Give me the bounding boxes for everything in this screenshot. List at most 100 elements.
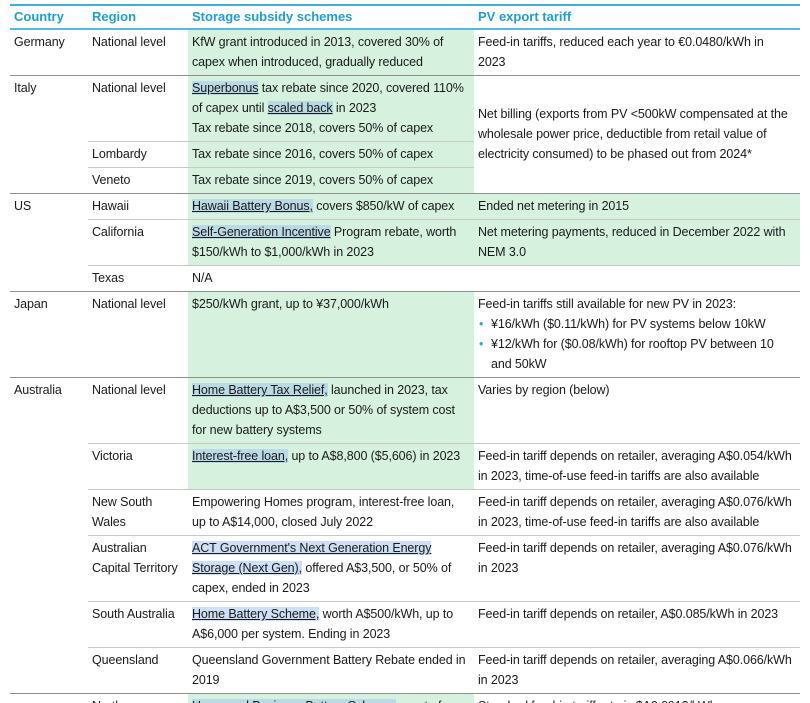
storage-paragraph: Interest-free loan, up to A$8,800 ($5,60… — [192, 449, 461, 463]
region-cell: Veneto — [88, 167, 188, 194]
pv-paragraph: Feed-in tariff depends on retailer, aver… — [478, 495, 792, 529]
country-cell: US — [10, 193, 88, 292]
region-cell: Australian Capital Territory — [88, 535, 188, 602]
region-cell: Texas — [88, 265, 188, 292]
col-header-storage-label: Storage subsidy schemes — [192, 9, 353, 24]
country-cell: Italy — [10, 75, 88, 194]
table-row: Lombardy Tax rebate since 2016, covers 50… — [10, 141, 800, 168]
region-cell: California — [88, 219, 188, 266]
bullet-icon: • — [479, 337, 484, 351]
table-row: Queensland Queensland Government Battery … — [10, 647, 800, 694]
bullet-item: • ¥12/kWh for ($0.08/kWh) for rooftop PV … — [478, 334, 794, 374]
subsidy-link[interactable]: Hawaii Battery Bonus, — [192, 199, 313, 213]
pv-cell: Varies by region (below) — [474, 377, 800, 444]
country-cell: Germany — [10, 28, 88, 76]
storage-cell: Superbonus tax rebate since 2020, covere… — [188, 75, 474, 142]
bullet-icon: • — [479, 317, 484, 331]
region-cell: National level — [88, 28, 188, 76]
region-cell: Queensland — [88, 647, 188, 694]
table-row: Australian Capital Territory ACT Governme… — [10, 535, 800, 602]
storage-cell: Home and Business Battery Scheme, grant … — [188, 693, 474, 703]
region-cell: South Australia — [88, 601, 188, 648]
pv-paragraph: Feed-in tariff depends on retailer, aver… — [478, 449, 792, 483]
country-cell: Japan — [10, 291, 88, 378]
pv-cell: Net metering payments, reduced in Decemb… — [474, 219, 800, 266]
col-header-storage: Storage subsidy schemes — [188, 5, 474, 30]
table-row: Victoria Interest-free loan, up to A$8,80… — [10, 443, 800, 490]
pv-cell: Feed-in tariff depends on retailer, A$0.… — [474, 601, 800, 648]
region-cell: National level — [88, 291, 188, 378]
storage-cell: Self-Generation Incentive Program rebate… — [188, 219, 474, 266]
table-header: Country Region Storage subsidy schemes P… — [10, 5, 800, 30]
pv-paragraph: Net metering payments, reduced in Decemb… — [478, 225, 786, 259]
storage-cell: KfW grant introduced in 2013, covered 30… — [188, 28, 474, 76]
table-body: Germany National level KfW grant introduce… — [10, 28, 800, 703]
col-header-region: Region — [88, 5, 188, 30]
storage-cell: Empowering Homes program, interest-free … — [188, 489, 474, 536]
storage-cell: Tax rebate since 2019, covers 50% of cap… — [188, 167, 474, 194]
table-row: Australia National level Home Battery Tax … — [10, 377, 800, 694]
region-cell: National level — [88, 75, 188, 142]
col-header-region-label: Region — [92, 9, 137, 24]
storage-cell: Home Battery Scheme, worth A$500/kWh, up… — [188, 601, 474, 648]
pv-paragraph: Feed-in tariff depends on retailer, aver… — [478, 541, 792, 575]
pv-cell: Feed-in tariffs, reduced each year to €0… — [474, 28, 800, 76]
subsidy-link[interactable]: Home and Business Battery Scheme, — [192, 699, 397, 703]
table-row: Texas N/A — [10, 265, 800, 292]
table-row: Germany National level KfW grant introduce… — [10, 28, 800, 76]
pv-paragraph: Ended net metering in 2015 — [478, 199, 629, 213]
storage-cell: N/A — [188, 265, 474, 292]
pv-paragraph: Feed-in tariffs, reduced each year to €0… — [478, 35, 764, 69]
bullet-item: • ¥16/kWh ($0.11/kWh) for PV systems belo… — [478, 314, 794, 334]
col-header-country: Country — [10, 5, 88, 30]
pv-cell: Feed-in tariff depends on retailer, aver… — [474, 443, 800, 490]
col-header-pv-label: PV export tariff — [478, 9, 572, 24]
pv-paragraph: Feed-in tariff depends on retailer, A$0.… — [478, 607, 779, 621]
region-cell: Lombardy — [88, 141, 188, 168]
table-row: South Australia Home Battery Scheme, wort… — [10, 601, 800, 648]
subsidy-link[interactable]: Home Battery Tax Relief, — [192, 383, 328, 397]
storage-paragraph: Tax rebate since 2016, covers 50% of cap… — [192, 147, 434, 161]
col-header-country-label: Country — [14, 9, 64, 24]
pv-paragraph: Feed-in tariff depends on retailer, aver… — [478, 653, 792, 687]
table-row: Veneto Tax rebate since 2019, covers 50% … — [10, 167, 800, 194]
subsidy-link[interactable]: Home Battery Scheme, — [192, 607, 320, 621]
storage-paragraph: Self-Generation Incentive Program rebate… — [192, 225, 457, 259]
storage-paragraph: Superbonus tax rebate since 2020, covere… — [192, 81, 464, 115]
subsidy-link[interactable]: Superbonus — [192, 81, 259, 95]
subsidy-link[interactable]: scaled back — [267, 101, 333, 115]
subsidy-link[interactable]: ACT Government's Next Generation Energy … — [192, 541, 432, 575]
storage-paragraph: ACT Government's Next Generation Energy … — [192, 541, 452, 595]
table-row: New South Wales Empowering Homes program,… — [10, 489, 800, 536]
storage-cell: $250/kWh grant, up to ¥37,000/kWh — [188, 291, 474, 378]
table-row: Italy National level Superbonus tax rebate… — [10, 75, 800, 194]
pv-cell: Feed-in tariff depends on retailer, aver… — [474, 489, 800, 536]
subsidy-link[interactable]: Interest-free loan, — [192, 449, 289, 463]
storage-paragraph: KfW grant introduced in 2013, covered 30… — [192, 35, 444, 69]
storage-paragraph: Queensland Government Battery Rebate end… — [192, 653, 466, 687]
table-row: US Hawaii Hawaii Battery Bonus, covers $85… — [10, 193, 800, 292]
subsidy-tariff-table: Country Region Storage subsidy schemes P… — [10, 4, 800, 703]
storage-paragraph: Home Battery Scheme, worth A$500/kWh, up… — [192, 607, 454, 641]
pv-paragraph: Standard feed-in tariff rate is $A0.0913… — [478, 696, 794, 703]
storage-paragraph: $250/kWh grant, up to ¥37,000/kWh — [192, 297, 389, 311]
region-cell: Hawaii — [88, 193, 188, 220]
region-cell: Northern Territory — [88, 693, 188, 703]
col-header-pv: PV export tariff — [474, 5, 800, 30]
storage-cell: ACT Government's Next Generation Energy … — [188, 535, 474, 602]
storage-cell: Home Battery Tax Relief, launched in 202… — [188, 377, 474, 444]
storage-paragraph: Tax rebate since 2018, covers 50% of cap… — [192, 121, 434, 135]
region-cell: Victoria — [88, 443, 188, 490]
pv-paragraph: Net billing (exports from PV <500kW comp… — [478, 107, 788, 161]
storage-cell: Queensland Government Battery Rebate end… — [188, 647, 474, 694]
subsidy-link[interactable]: Self-Generation Incentive — [192, 225, 331, 239]
pv-cell: Net billing (exports from PV <500kW comp… — [474, 75, 800, 194]
storage-cell: Hawaii Battery Bonus, covers $850/kW of … — [188, 193, 474, 220]
storage-paragraph: Home Battery Tax Relief, launched in 202… — [192, 383, 455, 437]
pv-cell: Standard feed-in tariff rate is $A0.0913… — [474, 693, 800, 703]
storage-paragraph: Hawaii Battery Bonus, covers $850/kW of … — [192, 199, 455, 213]
storage-cell: Tax rebate since 2016, covers 50% of cap… — [188, 141, 474, 168]
pv-cell: Feed-in tariff depends on retailer, aver… — [474, 535, 800, 602]
pv-cell: Ended net metering in 2015 — [474, 193, 800, 220]
